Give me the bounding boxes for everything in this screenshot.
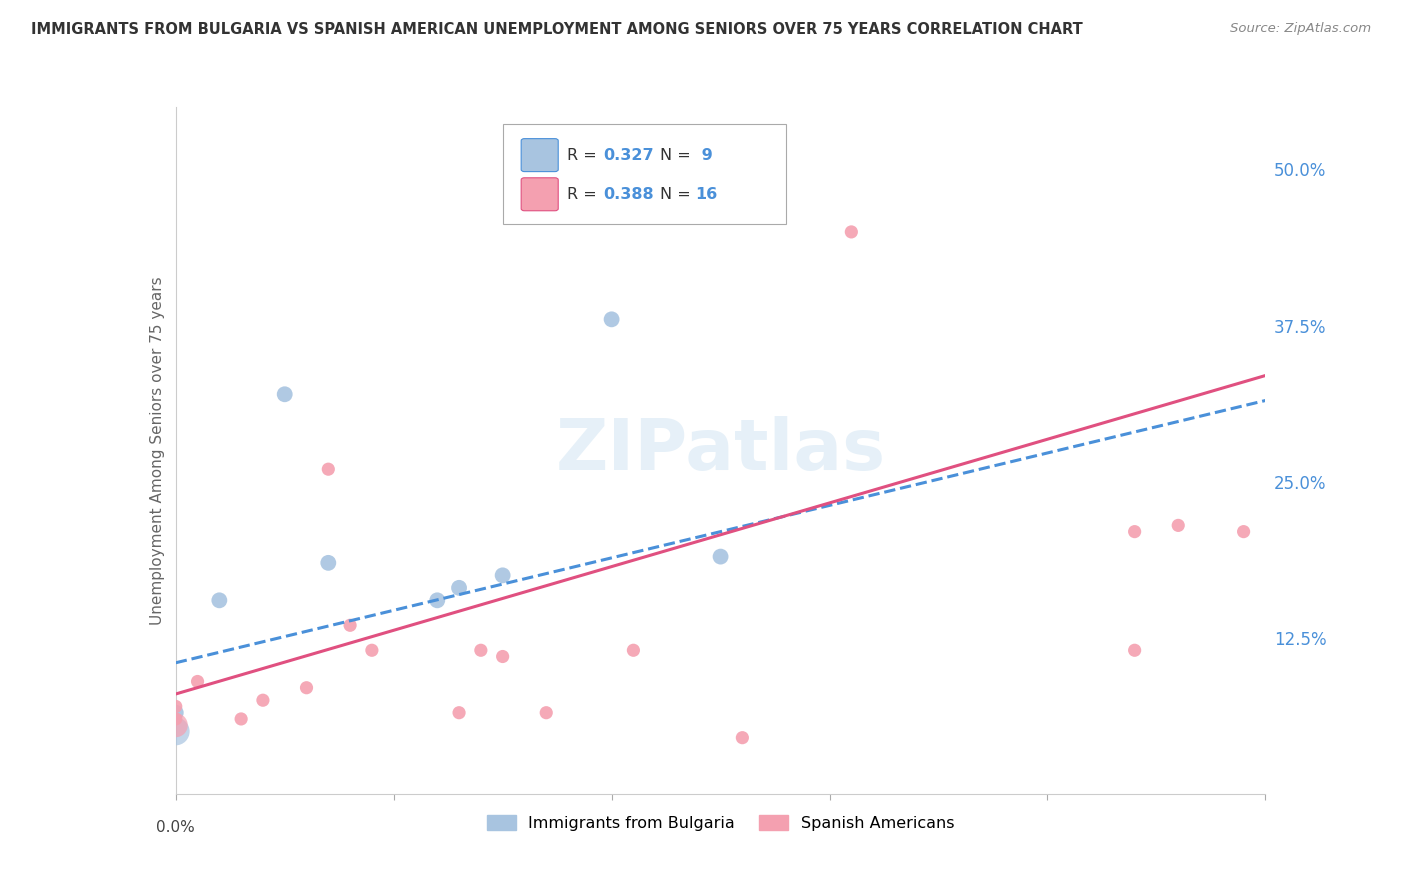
Point	[447, 581, 470, 595]
Point	[621, 643, 644, 657]
Point	[534, 706, 557, 720]
Point	[360, 643, 382, 657]
Point	[208, 593, 231, 607]
Point	[841, 225, 863, 239]
Legend: Immigrants from Bulgaria, Spanish Americans: Immigrants from Bulgaria, Spanish Americ…	[481, 809, 960, 838]
FancyBboxPatch shape	[522, 178, 558, 211]
Point	[165, 706, 187, 720]
Point	[1167, 518, 1189, 533]
Point	[274, 387, 297, 401]
Point	[339, 618, 361, 632]
Text: R =: R =	[567, 147, 602, 162]
Point	[731, 731, 754, 745]
Text: 0.0%: 0.0%	[156, 820, 195, 835]
FancyBboxPatch shape	[522, 138, 558, 171]
Text: N =: N =	[659, 147, 696, 162]
Point	[231, 712, 253, 726]
Point	[165, 712, 187, 726]
Text: N =: N =	[659, 186, 696, 202]
Text: 9: 9	[696, 147, 713, 162]
Point	[470, 643, 492, 657]
Text: 16: 16	[696, 186, 718, 202]
Point	[165, 718, 187, 732]
Point	[165, 724, 187, 739]
Point	[492, 649, 515, 664]
Point	[318, 556, 340, 570]
Point	[1123, 643, 1146, 657]
Point	[447, 706, 470, 720]
Text: Source: ZipAtlas.com: Source: ZipAtlas.com	[1230, 22, 1371, 36]
Point	[295, 681, 318, 695]
Text: IMMIGRANTS FROM BULGARIA VS SPANISH AMERICAN UNEMPLOYMENT AMONG SENIORS OVER 75 : IMMIGRANTS FROM BULGARIA VS SPANISH AMER…	[31, 22, 1083, 37]
FancyBboxPatch shape	[503, 124, 786, 224]
Point	[252, 693, 274, 707]
Text: 0.388: 0.388	[603, 186, 654, 202]
Text: R =: R =	[567, 186, 602, 202]
Point	[1123, 524, 1146, 539]
Text: ZIPatlas: ZIPatlas	[555, 416, 886, 485]
Point	[600, 312, 623, 326]
Point	[1232, 524, 1256, 539]
Point	[710, 549, 733, 564]
Point	[492, 568, 515, 582]
Text: 0.327: 0.327	[603, 147, 654, 162]
Point	[186, 674, 209, 689]
Point	[426, 593, 449, 607]
Point	[165, 699, 187, 714]
Y-axis label: Unemployment Among Seniors over 75 years: Unemployment Among Seniors over 75 years	[149, 277, 165, 624]
Point	[318, 462, 340, 476]
